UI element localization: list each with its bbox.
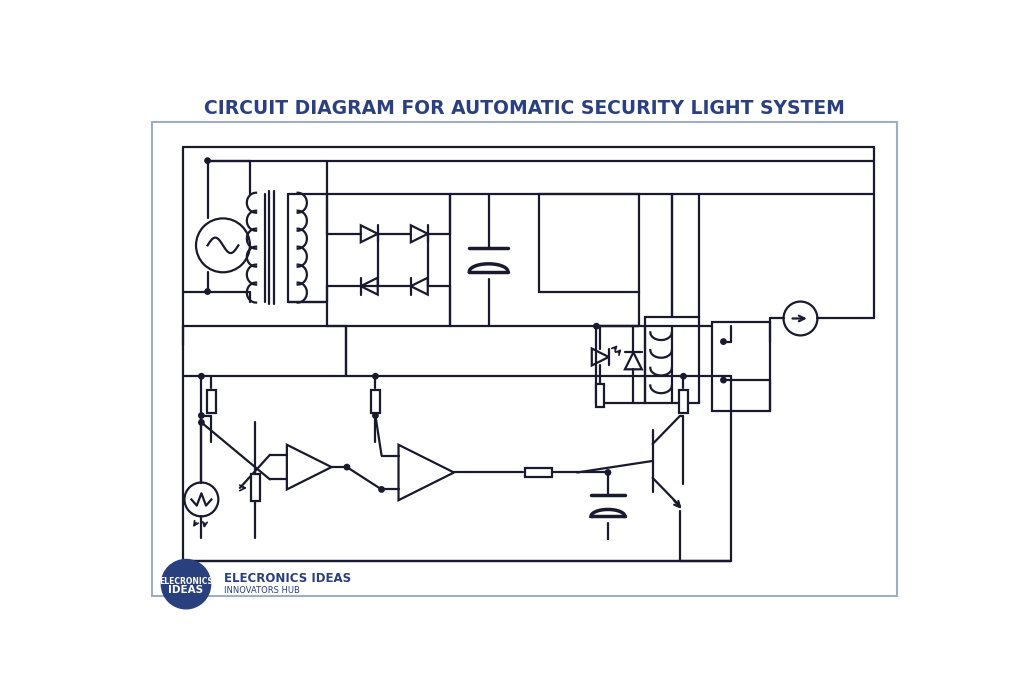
Bar <box>525 468 552 477</box>
Circle shape <box>594 323 599 329</box>
Circle shape <box>373 413 378 418</box>
Bar <box>712 322 770 411</box>
Circle shape <box>379 487 384 492</box>
Circle shape <box>605 470 610 475</box>
Circle shape <box>681 374 686 379</box>
Bar <box>679 390 688 413</box>
Circle shape <box>721 377 726 383</box>
Circle shape <box>199 420 204 425</box>
Circle shape <box>199 374 204 379</box>
Bar <box>371 390 380 413</box>
Circle shape <box>162 560 211 608</box>
Text: ELECRONICS IDEAS: ELECRONICS IDEAS <box>224 572 351 585</box>
Bar <box>645 317 698 403</box>
Circle shape <box>373 374 378 379</box>
Circle shape <box>205 158 210 163</box>
Bar <box>251 475 259 501</box>
Circle shape <box>205 289 210 294</box>
Text: CIRCUIT DIAGRAM FOR AUTOMATIC SECURITY LIGHT SYSTEM: CIRCUIT DIAGRAM FOR AUTOMATIC SECURITY L… <box>205 99 845 118</box>
Bar <box>153 122 897 596</box>
Text: INNOVATORS HUB: INNOVATORS HUB <box>224 585 300 595</box>
Text: IDEAS: IDEAS <box>168 585 204 595</box>
Bar <box>539 194 639 291</box>
Circle shape <box>721 339 726 344</box>
Circle shape <box>199 413 204 418</box>
Bar <box>327 194 451 326</box>
Text: ELECRONICS: ELECRONICS <box>159 576 213 585</box>
Circle shape <box>344 464 349 470</box>
Bar <box>207 390 216 413</box>
Bar <box>596 384 604 407</box>
